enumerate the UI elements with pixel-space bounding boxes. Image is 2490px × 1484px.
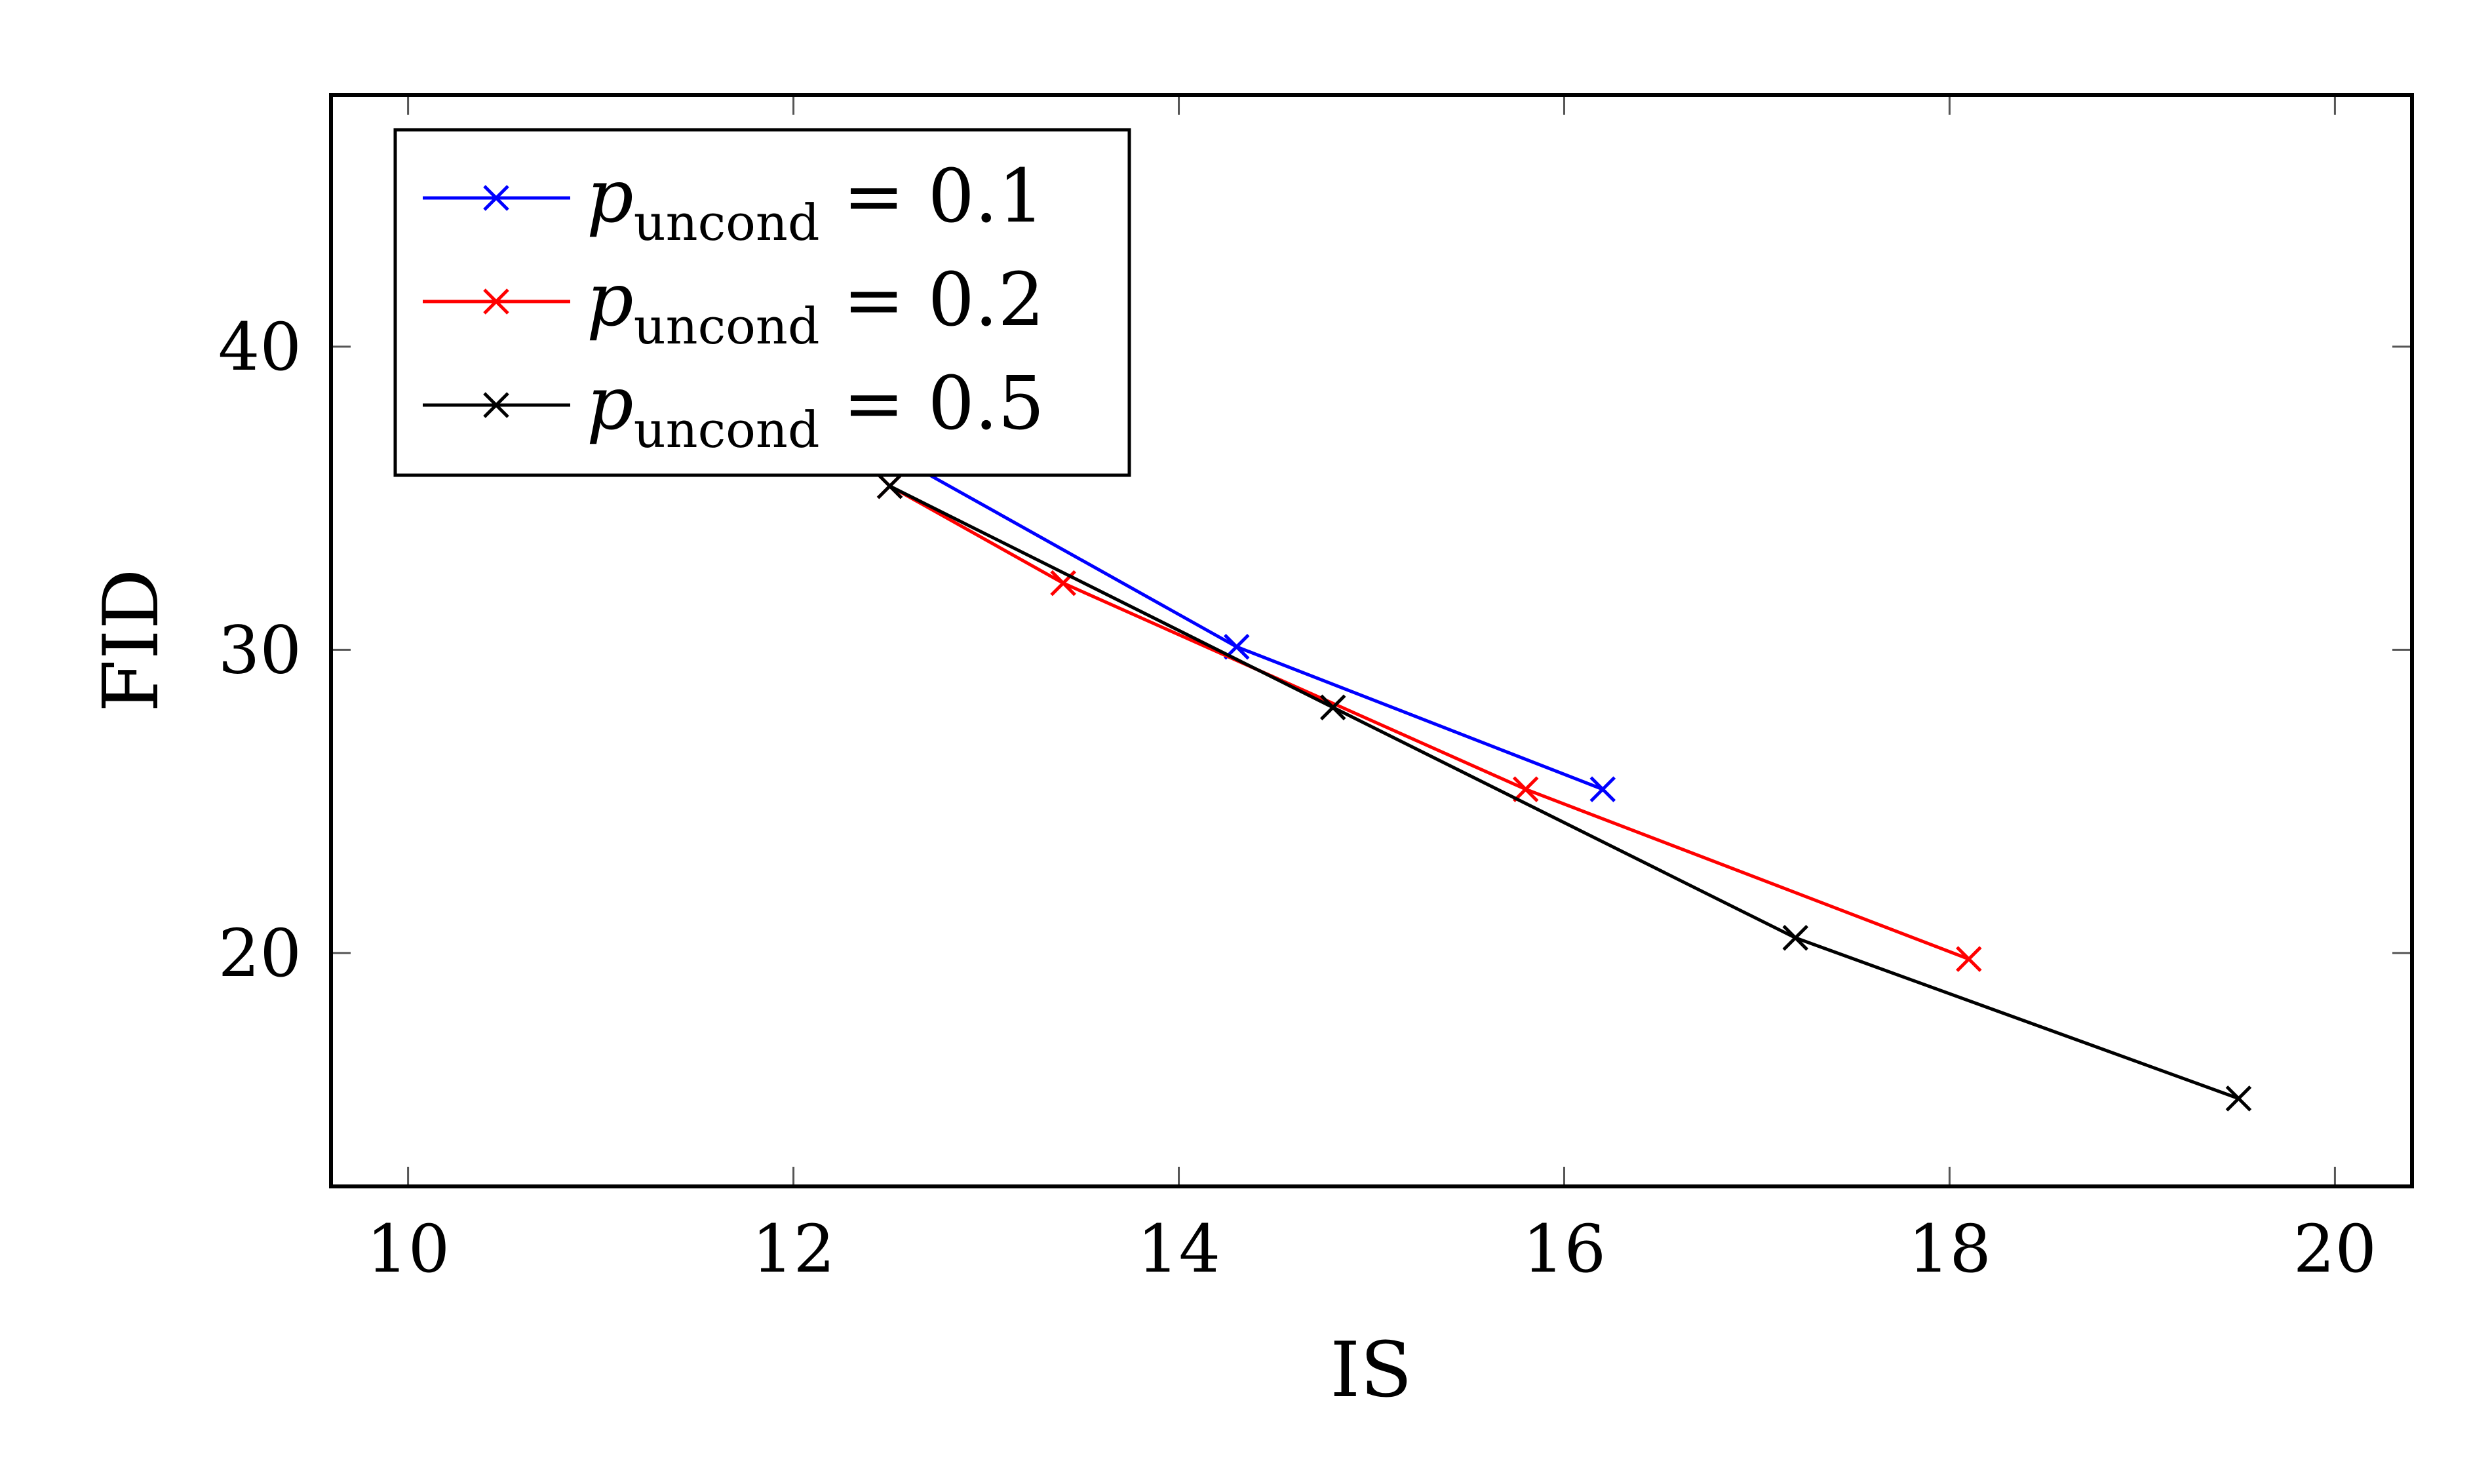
legend-swatch-marker bbox=[483, 288, 509, 315]
legend-entry-1: puncond = 0.2 bbox=[423, 258, 1045, 355]
series-line bbox=[889, 484, 1970, 961]
x-axis-label: IS bbox=[1330, 1326, 1412, 1415]
x-tick-label: 14 bbox=[1137, 1211, 1220, 1287]
legend-label-base: p bbox=[587, 154, 634, 239]
x-tick-label: 16 bbox=[1523, 1211, 1606, 1287]
x-tick-label: 10 bbox=[366, 1211, 450, 1287]
legend-entry-2: puncond = 0.5 bbox=[423, 361, 1045, 459]
plot-frame bbox=[329, 93, 2414, 1188]
legend-label: puncond = 0.1 bbox=[587, 154, 1045, 252]
data-point-marker bbox=[876, 473, 903, 499]
legend-label-value: = 0.2 bbox=[820, 258, 1045, 343]
y-axis-label: FID bbox=[87, 568, 176, 712]
y-tick-label: 30 bbox=[218, 612, 302, 688]
data-point-marker bbox=[2225, 1085, 2252, 1112]
series-layer bbox=[876, 439, 2252, 1112]
series-2 bbox=[876, 473, 2252, 1112]
data-point-marker bbox=[1956, 946, 1982, 972]
legend-swatch-marker bbox=[483, 185, 509, 211]
legend-label-subscript: uncond bbox=[634, 193, 820, 252]
series-line bbox=[889, 484, 2240, 1101]
legend-label-subscript: uncond bbox=[634, 297, 820, 355]
legend-label-subscript: uncond bbox=[634, 400, 820, 459]
x-tick-label: 12 bbox=[752, 1211, 835, 1287]
legend-swatch-marker bbox=[483, 392, 509, 418]
legend-label-base: p bbox=[587, 361, 634, 446]
y-tick-label: 40 bbox=[218, 309, 302, 385]
axis-ticks: 10 12 14 16 18 20 20 30 40 bbox=[218, 95, 2412, 1287]
legend-label: puncond = 0.5 bbox=[587, 361, 1045, 459]
data-point-marker bbox=[1319, 694, 1346, 721]
data-point-marker bbox=[1589, 776, 1616, 802]
series-line bbox=[889, 451, 1604, 791]
data-point-marker bbox=[1050, 570, 1076, 596]
series-0 bbox=[876, 439, 1616, 802]
legend-label-value: = 0.5 bbox=[820, 361, 1045, 446]
data-point-marker bbox=[1512, 776, 1539, 802]
legend-entry-0: puncond = 0.1 bbox=[423, 154, 1045, 252]
data-point-marker bbox=[1782, 924, 1809, 951]
x-tick-label: 18 bbox=[1908, 1211, 1991, 1287]
legend-label-base: p bbox=[587, 258, 634, 343]
x-tick-label: 20 bbox=[2293, 1211, 2377, 1287]
legend-label-value: = 0.1 bbox=[820, 154, 1045, 239]
y-tick-label: 20 bbox=[218, 915, 302, 992]
legend-label: puncond = 0.2 bbox=[587, 258, 1045, 355]
